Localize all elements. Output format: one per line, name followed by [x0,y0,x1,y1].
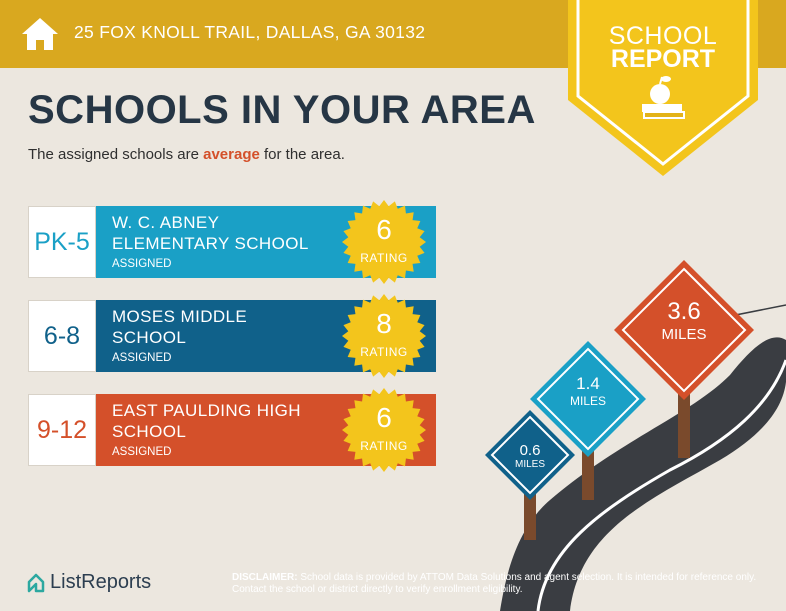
assigned-status: ASSIGNED [112,446,172,458]
rating-label: RATING [360,251,408,265]
disclaimer: DISCLAIMER: School data is provided by A… [232,572,762,596]
subtitle-highlight: average [203,146,260,163]
school-name-line2: ELEMENTARY SCHOOL [112,234,309,253]
school-name-line1: W. C. ABNEY [112,213,220,232]
school-name-line1: MOSES MIDDLE [112,307,248,326]
grade-range: PK-5 [28,206,96,278]
page-title: SCHOOLS IN YOUR AREA [28,88,536,132]
distance-value: 3.6 [667,298,701,325]
distance-label-1: 1.4 MILES [555,374,621,408]
distance-label-0: 0.6 MILES [500,442,560,470]
distance-sign-1 [530,341,646,457]
distance-sign-2 [614,260,754,400]
badge-line1: SCHOOL [608,22,718,50]
rating-value: 6 [376,402,392,433]
disclaimer-text: School data is provided by ATTOM Data So… [232,572,757,595]
rating-value: 6 [376,214,392,245]
rating-value: 8 [376,308,392,339]
distance-label-2: 3.6 MILES [644,298,724,343]
grade-range: 9-12 [28,394,96,466]
rating-seal-icon [342,388,426,472]
brand-name: ListReports [50,571,152,593]
rating-seal-icon [342,200,426,284]
grade-range: 6-8 [28,300,96,372]
home-icon [22,18,58,50]
road-illustration [485,260,786,611]
badge-line2: REPORT [610,45,716,73]
school-name-line2: SCHOOL [112,422,187,441]
distance-unit: MILES [661,326,707,343]
subtitle-suffix: for the area. [259,146,345,163]
disclaimer-label: DISCLAIMER: [232,572,298,583]
subtitle-prefix: The assigned schools are [28,146,204,163]
distance-value: 0.6 [519,442,541,459]
rating-label: RATING [360,439,408,453]
distance-value: 1.4 [576,374,600,393]
distance-sign-0 [485,410,575,500]
distance-unit: MILES [514,459,545,470]
assigned-status: ASSIGNED [112,352,172,364]
school-name-line2: SCHOOL [112,328,187,347]
rating-seal-icon [342,294,426,378]
school-name: MOSES MIDDLE SCHOOL [112,306,362,348]
school-name: W. C. ABNEY ELEMENTARY SCHOOL [112,212,362,254]
school-name: EAST PAULDING HIGH SCHOOL [112,400,362,442]
assigned-status: ASSIGNED [112,258,172,270]
school-name-line1: EAST PAULDING HIGH [112,401,301,420]
subtitle: The assigned schools are average for the… [28,146,345,163]
distance-unit: MILES [569,394,606,408]
rating-label: RATING [360,345,408,359]
apple-books-icon [642,76,685,119]
listreports-logo-icon [27,573,45,593]
property-address: 25 FOX KNOLL TRAIL, DALLAS, GA 30132 [74,22,426,42]
